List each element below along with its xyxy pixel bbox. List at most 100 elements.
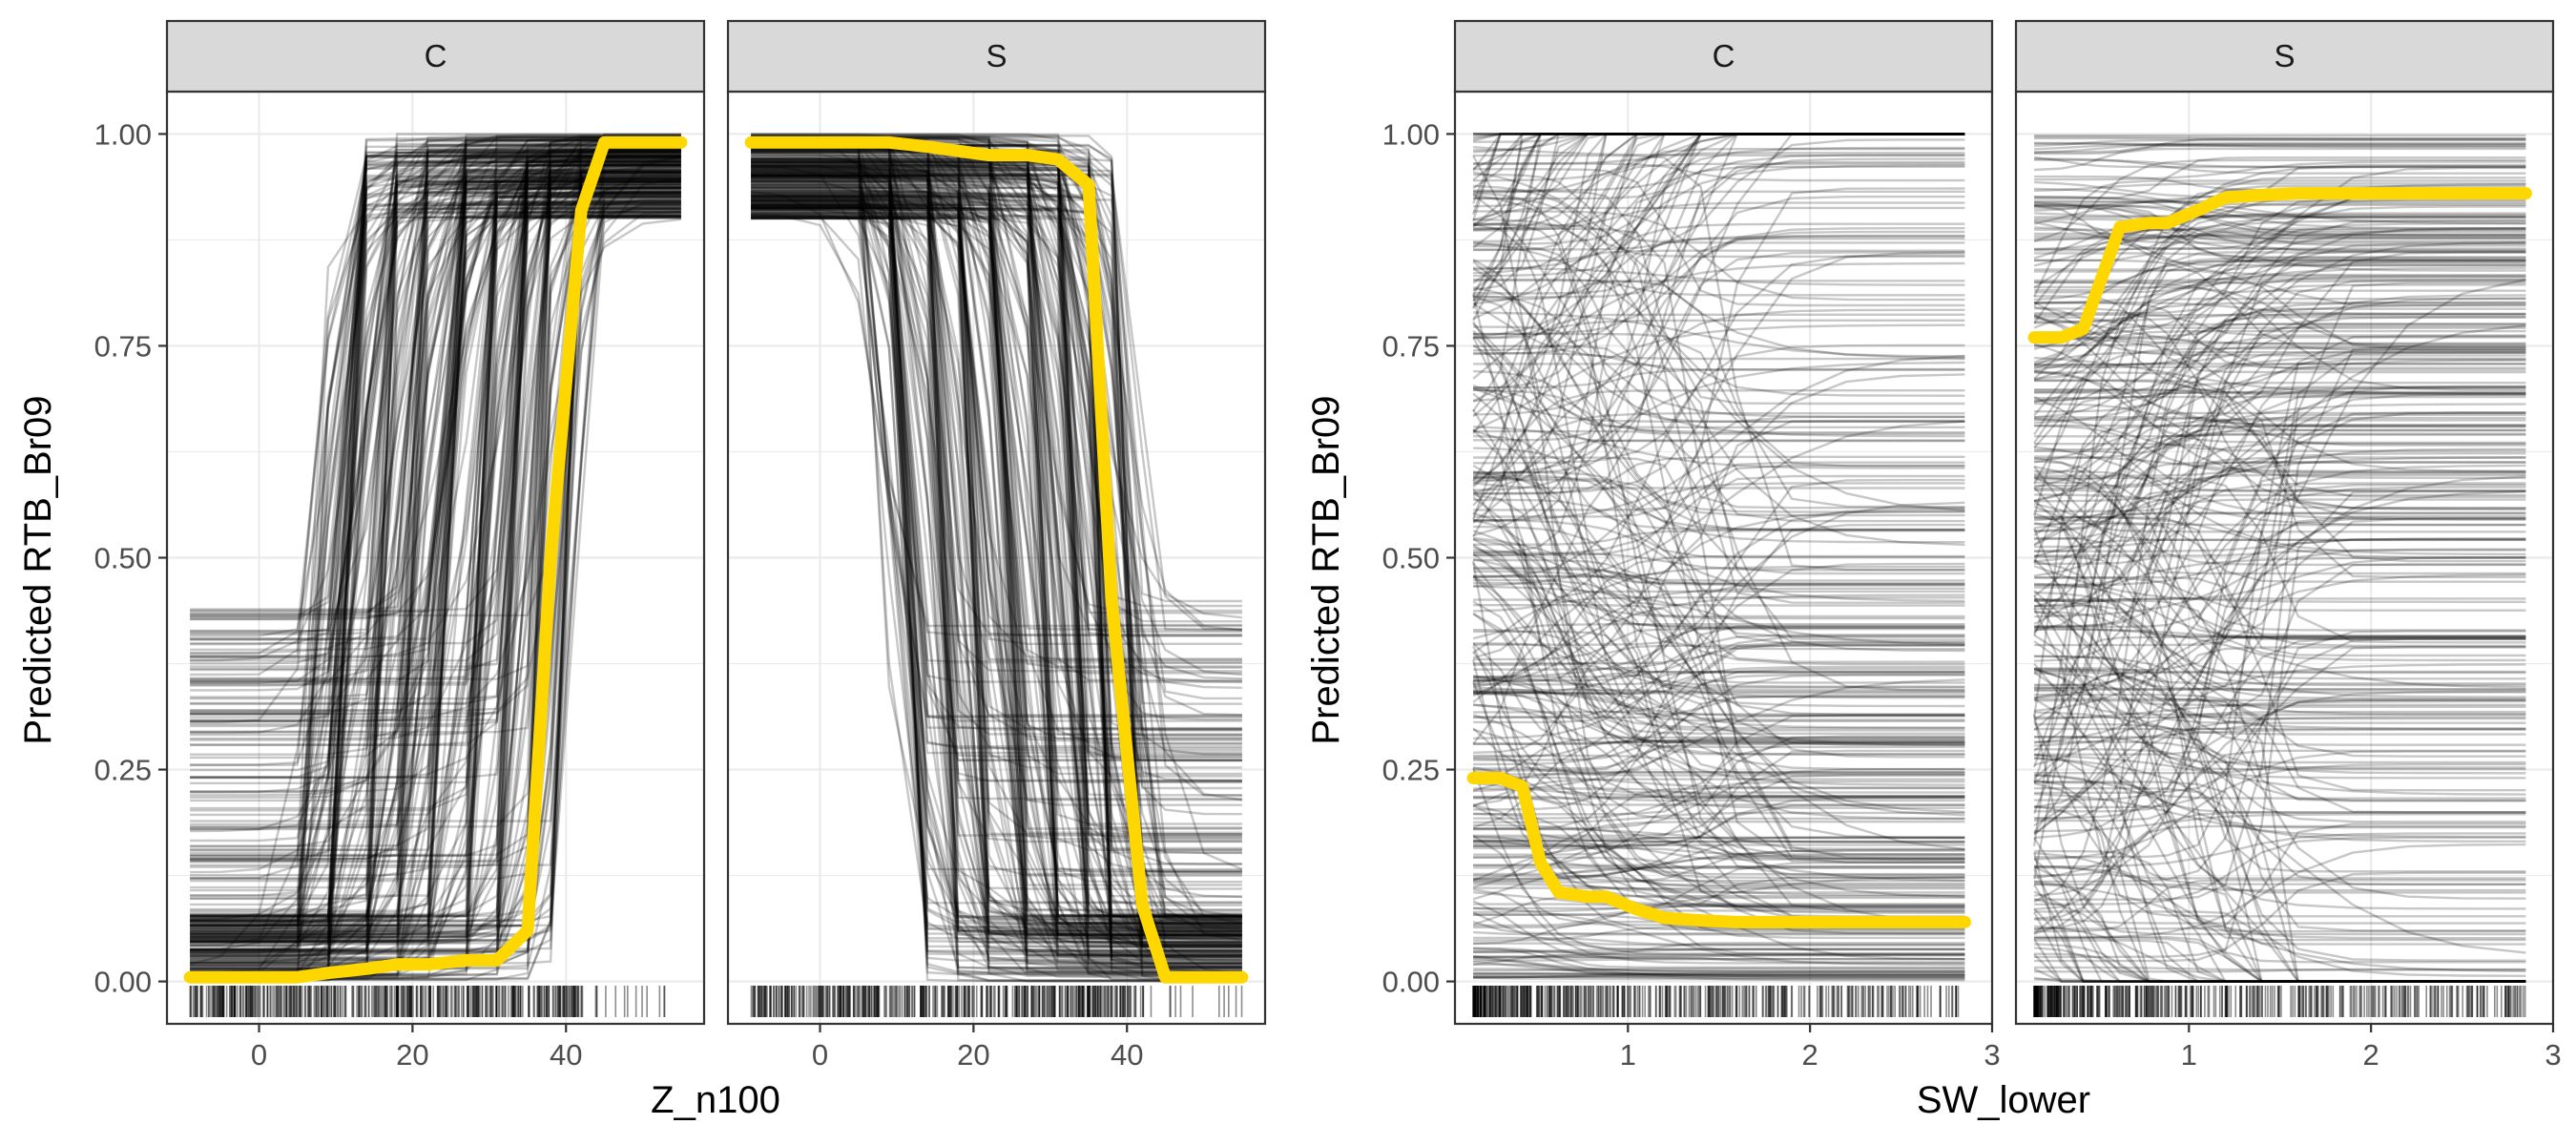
- ice-curve: [2034, 432, 2526, 541]
- ice-curve: [2034, 138, 2526, 147]
- ice-curve: [2032, 511, 2526, 846]
- ice-curve: [190, 135, 681, 930]
- ice-curve: [2034, 952, 2526, 983]
- ice-curve: [1472, 574, 1965, 718]
- ice-curve: [2033, 837, 2526, 983]
- ice-curve: [1473, 836, 1965, 866]
- ice-curve: [2033, 416, 2526, 633]
- ice-curve: [1473, 735, 1965, 842]
- ice-curve: [751, 206, 1242, 974]
- ice-curve: [1472, 133, 1965, 291]
- ice-curve: [751, 161, 1242, 661]
- ice-curve: [1472, 222, 1965, 516]
- ice-curve: [1473, 970, 1965, 975]
- ice-curve: [1471, 294, 1965, 628]
- ice-curve: [1473, 133, 1965, 252]
- ice-curve: [751, 180, 1243, 871]
- ice-curve: [1473, 133, 1965, 403]
- ice-curve: [1472, 493, 1965, 749]
- ice-curve: [2034, 475, 2526, 618]
- ice-curve: [1472, 562, 1965, 675]
- ice-curve: [751, 196, 1242, 899]
- ice-curve: [2034, 481, 2526, 632]
- ice-curve: [1473, 842, 1965, 940]
- ice-curve: [1472, 162, 1965, 435]
- ice-curve: [2033, 385, 2526, 547]
- ice-curve: [751, 178, 1242, 843]
- ice-curve: [1473, 464, 1965, 511]
- ice-curve: [190, 214, 681, 971]
- ice-curve: [751, 180, 1242, 919]
- ice-curve: [1473, 570, 1965, 840]
- ice-curve: [1473, 906, 1965, 967]
- ice-curve: [2033, 395, 2526, 449]
- ice-curve: [1472, 596, 1965, 655]
- ice-curve: [2034, 402, 2526, 511]
- ice-curve: [1472, 834, 1965, 951]
- facet-strip-label: C: [1713, 38, 1735, 73]
- ice-curve: [190, 138, 681, 920]
- ice-curve: [190, 207, 681, 918]
- ice-curve: [190, 217, 681, 934]
- ice-curve: [2033, 505, 2526, 764]
- ice-curve: [1473, 501, 1965, 678]
- ice-curve: [1472, 464, 1965, 794]
- ice-curve: [1473, 498, 1965, 559]
- ice-curve: [2034, 689, 2526, 771]
- ice-curve: [1472, 613, 1965, 880]
- ice-curve: [2034, 910, 2526, 983]
- ice-curve: [190, 152, 681, 968]
- ice-curve: [190, 150, 681, 868]
- ice-curve: [190, 174, 681, 942]
- ice-curve: [1473, 628, 1965, 683]
- y-tick-label: 0.75: [94, 329, 152, 363]
- ice-curve: [1472, 280, 1965, 482]
- ice-curve: [1472, 386, 1965, 424]
- ice-curve: [1472, 367, 1965, 524]
- ice-curve: [190, 148, 681, 926]
- ice-curve: [751, 173, 1242, 968]
- ice-curve: [751, 148, 1242, 739]
- ice-curve: [2034, 234, 2526, 238]
- ice-curve: [751, 201, 1242, 782]
- ice-curve: [190, 218, 682, 780]
- ice-curve: [751, 192, 1242, 966]
- ice-curve: [2033, 697, 2526, 983]
- ice-curve: [2034, 385, 2526, 503]
- ice-curve: [751, 180, 1242, 637]
- ice-curve: [1472, 133, 1965, 321]
- ice-curve: [1473, 420, 1965, 588]
- ice-curve: [2034, 356, 2526, 395]
- ice-curve: [751, 170, 1242, 613]
- ice-curve: [2034, 748, 2526, 823]
- y-tick-label: 1.00: [94, 117, 152, 151]
- ice-curve: [2034, 196, 2526, 225]
- ice-curve: [2034, 411, 2526, 672]
- ice-curve: [1472, 285, 1965, 435]
- gridlines: [1455, 92, 1992, 1024]
- ice-curve: [1473, 644, 1965, 754]
- ice-curve: [1473, 692, 1965, 730]
- ice-curve: [1473, 369, 1965, 513]
- facet-strip: [726, 19, 1267, 94]
- ice-curve: [2034, 646, 2526, 930]
- ice-curve: [2034, 199, 2526, 207]
- ice-curve: [751, 175, 1242, 921]
- ice-curve: [2033, 234, 2526, 289]
- ice-curve: [751, 166, 1242, 683]
- ice-curve: [2034, 460, 2526, 694]
- ice-curve: [190, 210, 681, 922]
- ice-curve: [751, 207, 1242, 718]
- ice-curve: [2034, 939, 2526, 983]
- ice-curve: [2033, 329, 2526, 417]
- ice-curve: [190, 135, 681, 956]
- y-tick-label: 0.50: [1382, 542, 1440, 575]
- ice-curve: [2034, 323, 2526, 481]
- ice-curve: [1473, 630, 1965, 910]
- ice-curve: [2034, 591, 2526, 687]
- ice-curve: [1473, 279, 1965, 509]
- ice-curve: [1472, 133, 1965, 249]
- ice-curve: [751, 183, 1242, 834]
- x-tick-label: 1: [2181, 1038, 2197, 1072]
- ice-curve: [2034, 493, 2526, 527]
